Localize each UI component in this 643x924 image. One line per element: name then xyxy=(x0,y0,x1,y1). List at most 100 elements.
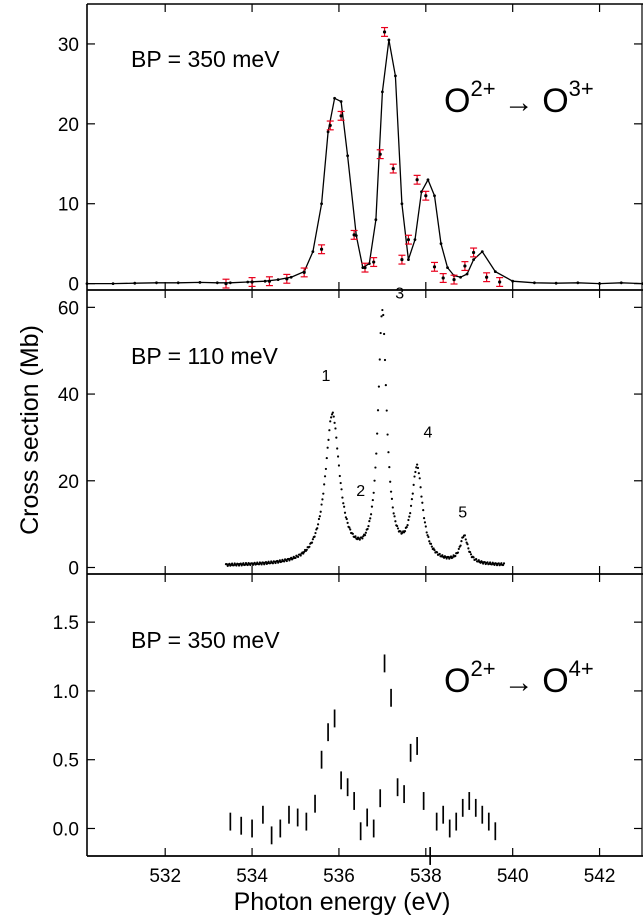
data-point xyxy=(111,282,115,286)
data-point xyxy=(317,517,321,521)
data-point xyxy=(480,250,484,254)
data-point xyxy=(490,563,493,566)
bp-annotation: BP = 350 meV xyxy=(131,46,280,72)
data-point xyxy=(330,413,334,416)
data-point xyxy=(318,515,321,518)
error-bar-point xyxy=(283,273,291,284)
data-point xyxy=(313,535,316,538)
data-point xyxy=(155,281,158,285)
data-point xyxy=(426,178,430,182)
data-point xyxy=(598,282,601,286)
data-point xyxy=(500,562,503,565)
error-bar-point xyxy=(389,163,397,174)
peak-label: 4 xyxy=(424,424,433,441)
data-point xyxy=(297,555,300,559)
x-tick-label: 540 xyxy=(497,866,529,887)
data-point xyxy=(346,154,350,158)
data-point xyxy=(412,483,415,486)
error-bar-point xyxy=(496,277,504,288)
y-tick-label: 20 xyxy=(58,472,79,493)
data-point xyxy=(260,563,263,566)
data-point xyxy=(370,505,374,508)
error-bar-point xyxy=(461,261,469,272)
data-point xyxy=(376,432,379,435)
error-bar-point xyxy=(376,149,384,160)
data-point xyxy=(418,477,421,480)
data-point xyxy=(382,313,385,317)
error-bar-point xyxy=(431,261,438,272)
data-point xyxy=(475,558,478,561)
process-annotation: O2+ → O3+ xyxy=(444,76,594,120)
data-point xyxy=(232,564,235,567)
data-point xyxy=(320,503,323,506)
data-point xyxy=(383,332,386,336)
data-point xyxy=(472,258,475,262)
data-point xyxy=(325,456,328,460)
data-point xyxy=(285,559,288,563)
data-point xyxy=(413,475,416,478)
data-point xyxy=(416,463,419,466)
data-point xyxy=(303,550,306,554)
data-point xyxy=(337,464,341,467)
data-point xyxy=(400,202,404,206)
data-point xyxy=(375,452,378,455)
y-tick-label: 40 xyxy=(58,385,79,406)
y-tick-label: 60 xyxy=(58,298,79,319)
x-tick-label: 532 xyxy=(149,866,181,887)
data-point xyxy=(341,496,344,499)
error-bar-point xyxy=(222,278,230,289)
error-bar-point xyxy=(300,267,308,278)
peak-label: 1 xyxy=(321,368,330,385)
data-point xyxy=(246,563,249,567)
data-point xyxy=(321,498,324,501)
bp-annotation: BP = 350 meV xyxy=(131,627,280,653)
data-point xyxy=(383,358,387,362)
data-point xyxy=(384,384,387,387)
data-point xyxy=(376,409,380,412)
data-point xyxy=(264,561,268,564)
data-point xyxy=(554,281,558,285)
data-point xyxy=(314,531,317,535)
data-point xyxy=(133,281,137,285)
data-point xyxy=(340,488,343,491)
y-tick-label: 20 xyxy=(58,115,79,136)
data-point xyxy=(369,513,373,516)
data-point xyxy=(335,436,338,439)
data-point xyxy=(276,278,280,282)
data-point xyxy=(330,416,333,419)
data-point xyxy=(422,517,426,520)
data-point xyxy=(354,535,357,538)
peak-label: 3 xyxy=(395,286,404,303)
data-point xyxy=(363,534,367,537)
data-point xyxy=(319,510,322,513)
data-point xyxy=(269,562,272,565)
data-point xyxy=(374,218,378,222)
data-point xyxy=(469,550,472,554)
y-tick-label: 0 xyxy=(68,275,79,296)
data-point xyxy=(291,557,294,560)
data-point xyxy=(271,562,275,565)
y-tick-label: 1.5 xyxy=(53,613,79,634)
data-point xyxy=(366,527,369,531)
data-point xyxy=(332,415,335,418)
data-point xyxy=(466,543,469,546)
panel-bottom: 532 534 536 538 540 542 0.0 0.5 1.0 1.5 BP = 350 m… xyxy=(53,574,643,887)
y-axis-label: Cross section (Mb) xyxy=(16,325,44,535)
peak-label: 2 xyxy=(356,483,365,500)
data-point xyxy=(416,466,420,470)
data-point xyxy=(278,559,281,562)
process-annotation: O2+ → O4+ xyxy=(444,656,594,700)
data-point xyxy=(394,520,397,523)
data-point xyxy=(246,280,250,284)
bp-annotation: BP = 110 meV xyxy=(131,343,278,369)
data-point xyxy=(472,556,475,559)
panel-middle: 0 20 40 60 BP = 110 meV 1 2 3 4 5 xyxy=(58,286,643,579)
data-point xyxy=(460,540,463,543)
data-point xyxy=(387,451,390,454)
data-point xyxy=(489,561,492,564)
data-point xyxy=(464,538,467,541)
data-point xyxy=(439,242,443,246)
data-point xyxy=(421,501,424,504)
data-point xyxy=(215,281,219,285)
data-point xyxy=(463,534,467,537)
